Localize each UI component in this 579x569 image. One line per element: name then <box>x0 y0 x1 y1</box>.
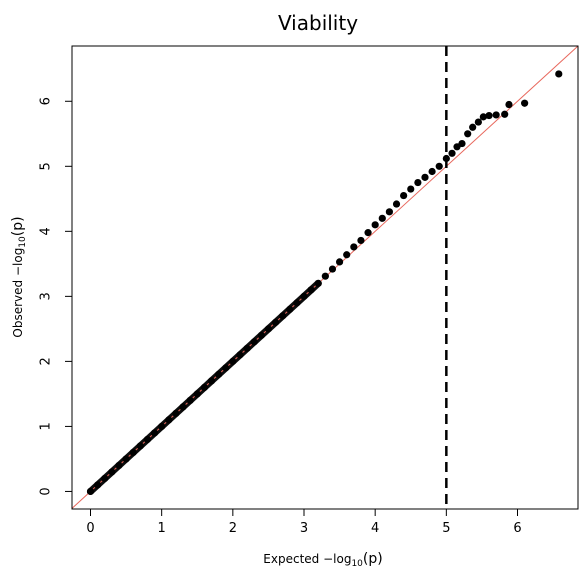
data-point <box>172 409 180 418</box>
data-point <box>229 357 237 365</box>
x-axis-label: Expected −log10(p) <box>263 551 382 569</box>
data-point <box>392 200 401 208</box>
y-tick-label: 0 <box>39 487 54 495</box>
y-axis-label-prefix: Observed −log <box>11 248 25 338</box>
data-point <box>86 487 95 496</box>
y-axis: 0 1 2 3 4 5 6 <box>39 97 72 496</box>
y-tick-label: 5 <box>39 162 54 170</box>
data-point <box>414 178 422 187</box>
data-point <box>492 111 500 119</box>
data-point <box>555 70 563 78</box>
data-point <box>378 214 386 222</box>
data-point <box>307 286 315 294</box>
y-tick-label: 2 <box>39 357 54 365</box>
x-axis-label-sub: 10 <box>351 559 363 569</box>
data-point <box>479 113 487 121</box>
x-axis: 0 1 2 3 4 5 6 <box>86 509 522 536</box>
data-point <box>193 390 201 398</box>
data-point <box>350 243 358 251</box>
data-point <box>328 265 337 273</box>
data-point <box>314 279 322 287</box>
x-tick-label: 1 <box>158 521 166 536</box>
data-point <box>343 251 351 259</box>
x-tick-label: 5 <box>442 521 450 536</box>
data-point <box>464 130 472 138</box>
data-point <box>300 292 308 300</box>
data-point <box>250 338 258 346</box>
data-point <box>521 99 529 107</box>
data-point <box>407 185 415 193</box>
y-tick-label: 4 <box>39 227 54 235</box>
data-point <box>485 111 493 120</box>
x-tick-label: 0 <box>86 521 94 536</box>
data-point <box>448 149 456 157</box>
y-axis-label-sub: 10 <box>18 236 28 248</box>
data-point <box>200 383 208 391</box>
data-point <box>286 305 294 313</box>
data-point <box>505 100 513 109</box>
data-point <box>215 370 223 378</box>
data-point <box>385 208 394 216</box>
data-point <box>136 442 144 450</box>
data-point <box>469 123 477 131</box>
data-point <box>400 191 408 200</box>
data-point <box>257 331 265 339</box>
x-tick-label: 6 <box>513 521 521 536</box>
data-point <box>158 422 166 431</box>
data-point <box>186 396 194 405</box>
data-point <box>243 344 251 352</box>
data-point <box>179 403 187 411</box>
data-point <box>279 312 287 320</box>
data-point <box>150 429 159 437</box>
data-point <box>165 416 173 424</box>
data-point <box>435 162 443 170</box>
data-point <box>122 455 130 463</box>
chart-title: Viability <box>278 11 358 35</box>
plot-marks <box>71 45 579 509</box>
data-point <box>236 351 244 359</box>
x-axis-label-suffix: (p) <box>363 551 383 567</box>
data-point <box>364 229 372 237</box>
x-tick-label: 2 <box>229 521 237 536</box>
data-point <box>458 139 466 148</box>
data-point <box>94 481 102 489</box>
y-axis-label: Observed −log10(p) <box>10 216 28 337</box>
data-point <box>222 364 230 372</box>
y-tick-label: 1 <box>39 422 54 430</box>
data-point <box>501 110 509 118</box>
data-point <box>207 377 216 385</box>
data-point <box>371 221 379 229</box>
plot-frame <box>71 45 579 510</box>
x-tick-label: 3 <box>300 521 308 536</box>
y-tick-label: 6 <box>39 97 54 105</box>
x-tick-label: 4 <box>371 521 379 536</box>
y-tick-label: 3 <box>39 292 54 300</box>
data-point <box>108 468 116 476</box>
y-axis-label-suffix: (p) <box>10 216 26 236</box>
data-point <box>271 318 280 326</box>
data-point <box>335 258 344 266</box>
data-point <box>421 173 429 181</box>
data-point <box>264 325 273 333</box>
x-axis-label-prefix: Expected −log <box>263 552 351 566</box>
data-point <box>442 154 450 163</box>
data-point <box>129 448 137 457</box>
data-point <box>357 236 365 245</box>
data-point <box>321 272 329 280</box>
data-point <box>143 435 152 444</box>
data-point <box>474 118 482 126</box>
data-point <box>293 299 301 307</box>
data-point <box>428 167 436 176</box>
data-point <box>101 474 109 483</box>
data-point <box>115 461 123 470</box>
